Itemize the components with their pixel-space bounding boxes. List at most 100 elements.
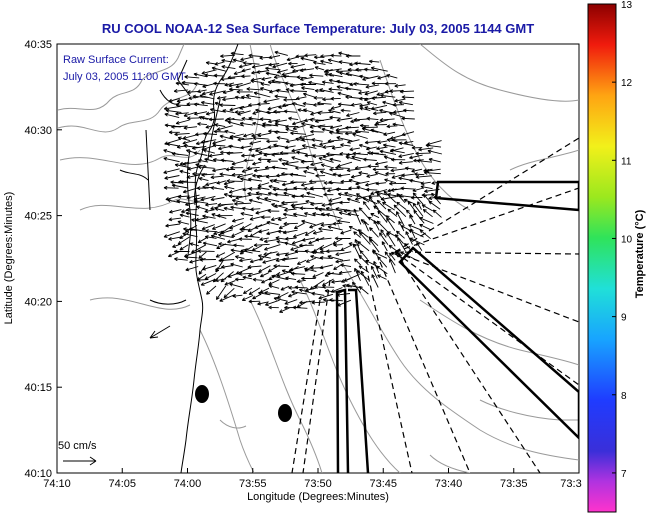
current-vector [357, 241, 370, 252]
current-vector [405, 209, 414, 218]
current-vector [284, 208, 297, 212]
current-vector [205, 111, 216, 116]
current-vector [361, 127, 379, 133]
current-vector [372, 111, 387, 116]
y-tick-label: 40:25 [24, 211, 52, 223]
current-vector [230, 165, 244, 170]
current-vector [268, 119, 281, 124]
current-vector [233, 243, 245, 248]
current-vector [271, 165, 288, 170]
current-vector [387, 208, 398, 217]
current-vector [273, 296, 288, 302]
current-vectors [163, 50, 443, 313]
current-vector [275, 236, 287, 240]
current-vector [204, 157, 216, 162]
current-vector [359, 106, 371, 112]
current-vector [320, 163, 335, 169]
current-vector [394, 98, 406, 103]
current-vector [324, 289, 342, 294]
current-vector [257, 186, 270, 190]
current-vector [411, 145, 423, 150]
current-vector [214, 207, 225, 212]
current-vector [238, 237, 253, 241]
current-vector [379, 108, 396, 114]
current-vector [398, 141, 414, 146]
current-vector [348, 225, 361, 233]
current-vector [345, 72, 362, 78]
current-vector [291, 290, 307, 295]
current-vector [219, 103, 236, 108]
current-vector [325, 152, 342, 157]
current-vector [276, 69, 288, 74]
current-vector [185, 201, 200, 207]
current-vector [333, 264, 342, 271]
current-vector [265, 66, 281, 71]
current-vector [318, 227, 333, 232]
current-vector [383, 131, 396, 137]
current-vector [331, 279, 342, 284]
current-vector [303, 169, 315, 175]
current-vector [253, 243, 270, 248]
current-vector [389, 181, 407, 186]
current-vector [358, 171, 369, 175]
current-vector [377, 75, 389, 80]
current-vector [311, 143, 325, 148]
current-vector [236, 89, 253, 94]
current-vector [268, 305, 279, 310]
current-vector [344, 125, 359, 130]
current-vector [299, 68, 315, 73]
current-vector [223, 206, 235, 211]
current-vector [328, 196, 342, 202]
colorbar-tick-label: 8 [621, 391, 627, 402]
current-vector [312, 154, 325, 159]
current-vector [201, 224, 215, 231]
current-vector [290, 180, 307, 185]
current-vector [248, 186, 261, 191]
current-vector [175, 119, 190, 125]
current-vector [310, 161, 323, 167]
current-vector [240, 177, 252, 182]
current-vector [248, 198, 263, 204]
current-vector [263, 238, 280, 244]
current-vector [390, 251, 406, 260]
current-vector [304, 153, 316, 158]
x-tick-label: 73:35 [500, 478, 528, 490]
current-vector [266, 159, 278, 164]
current-vector [205, 202, 218, 207]
current-vector [263, 244, 281, 251]
current-vector [398, 100, 413, 106]
current-vector [313, 95, 323, 100]
current-vector [346, 112, 360, 117]
current-vector [238, 272, 253, 276]
current-vector [258, 265, 271, 273]
current-vector [313, 60, 326, 65]
current-vector [346, 283, 360, 288]
current-vector [183, 125, 198, 130]
current-vector [328, 180, 344, 185]
current-vector [212, 168, 226, 173]
current-vector [248, 147, 261, 152]
current-vector [300, 194, 315, 198]
current-vector [240, 95, 251, 100]
map-content [57, 44, 579, 473]
current-vector [163, 231, 180, 238]
current-vector [363, 67, 379, 72]
current-vector [428, 200, 441, 210]
current-vector [317, 124, 333, 129]
current-vector [296, 150, 308, 155]
current-vector [269, 89, 281, 94]
current-vector [325, 68, 342, 73]
x-tick-label: 73:55 [239, 478, 267, 490]
current-vector [376, 199, 387, 210]
current-vector [337, 102, 352, 107]
current-vector [284, 299, 298, 305]
current-vector [268, 184, 280, 190]
current-vector [328, 72, 343, 78]
current-vector [390, 168, 406, 173]
current-vector [224, 129, 236, 135]
current-vector [197, 122, 207, 126]
current-vector [300, 182, 317, 187]
current-vector [216, 125, 233, 131]
current-vector [228, 194, 243, 199]
current-vector [292, 212, 307, 217]
